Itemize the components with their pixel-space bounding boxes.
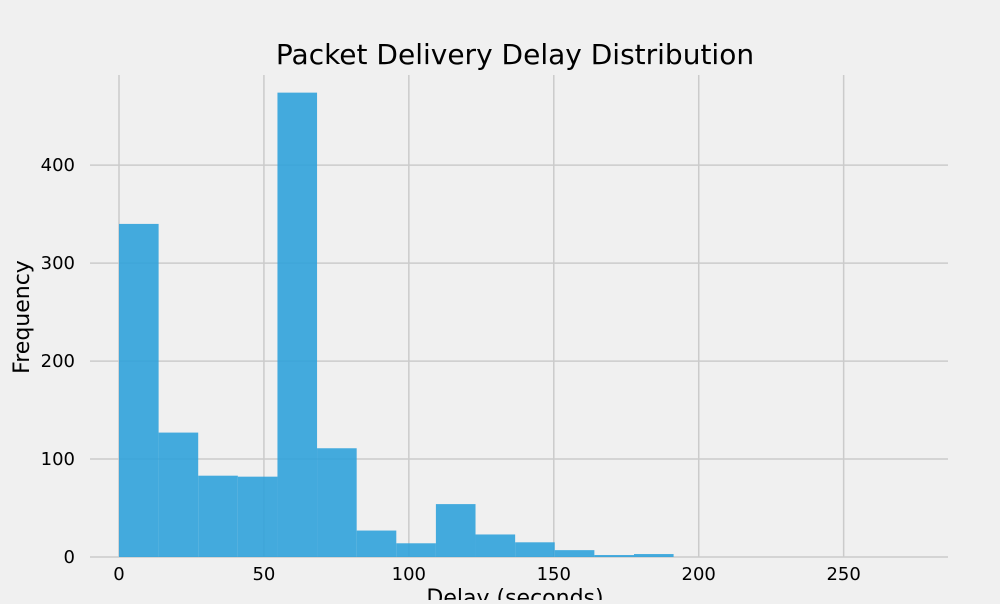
y-axis-ticks: 0 100 200 300 400 [41, 155, 75, 568]
histogram-bar [198, 475, 238, 557]
chart-title: Packet Delivery Delay Distribution [276, 38, 754, 71]
y-tick-label: 100 [41, 449, 75, 470]
histogram-bar [396, 543, 436, 557]
histogram-bar [554, 550, 595, 557]
histogram-bar [237, 476, 278, 557]
histogram-bar [475, 534, 516, 557]
y-tick-label: 0 [64, 547, 75, 568]
x-tick-label: 50 [252, 564, 275, 585]
bars [118, 92, 674, 557]
histogram-bar [317, 448, 357, 557]
y-tick-label: 300 [41, 253, 75, 274]
y-tick-label: 200 [41, 351, 75, 372]
x-tick-label: 250 [826, 564, 860, 585]
x-tick-label: 0 [113, 564, 124, 585]
x-axis-label: Delay (seconds) [426, 586, 603, 600]
histogram-bar [118, 223, 159, 557]
x-tick-label: 150 [537, 564, 571, 585]
histogram-bar [158, 432, 199, 557]
x-tick-label: 100 [392, 564, 426, 585]
x-tick-label: 200 [682, 564, 716, 585]
x-axis-ticks: 0 50 100 150 200 250 [113, 564, 861, 585]
histogram-bar [594, 555, 634, 557]
histogram-bar [515, 542, 555, 557]
y-tick-label: 400 [41, 155, 75, 176]
y-axis-label: Frequency [10, 260, 35, 374]
histogram-bar [633, 554, 674, 557]
histogram-bar [277, 92, 318, 557]
histogram-bar [435, 504, 476, 557]
histogram-bar [356, 530, 397, 557]
